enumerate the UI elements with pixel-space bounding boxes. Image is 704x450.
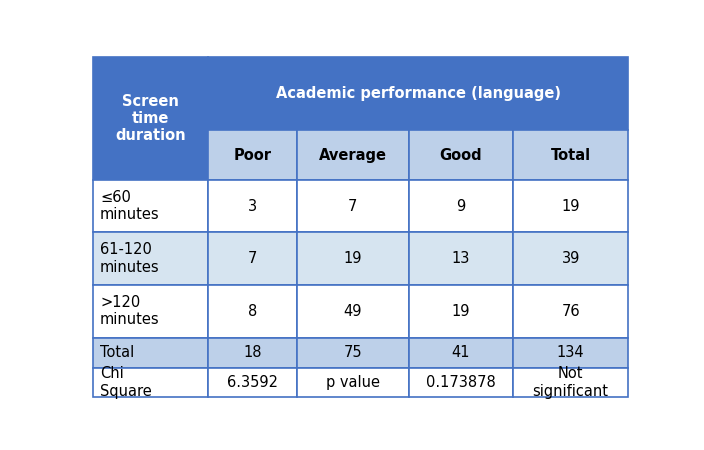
Text: 18: 18 — [244, 346, 262, 360]
Bar — [94, 58, 208, 180]
Text: 6.3592: 6.3592 — [227, 375, 278, 390]
Bar — [409, 232, 513, 285]
Text: 8: 8 — [248, 304, 257, 319]
Bar — [208, 368, 296, 397]
Text: 39: 39 — [562, 251, 580, 266]
Bar — [409, 285, 513, 338]
Bar — [208, 180, 296, 232]
Text: 7: 7 — [248, 251, 257, 266]
Bar — [94, 338, 208, 368]
Text: Not
significant: Not significant — [533, 366, 609, 399]
Text: p value: p value — [326, 375, 379, 390]
Bar — [296, 180, 409, 232]
Text: 41: 41 — [452, 346, 470, 360]
Text: 13: 13 — [452, 251, 470, 266]
Bar — [513, 338, 628, 368]
Bar — [208, 58, 628, 130]
Bar — [208, 232, 296, 285]
Text: Academic performance (language): Academic performance (language) — [276, 86, 561, 101]
Text: 19: 19 — [344, 251, 362, 266]
Text: Poor: Poor — [234, 148, 272, 162]
Bar — [513, 232, 628, 285]
Text: 49: 49 — [344, 304, 362, 319]
Text: 61-120
minutes: 61-120 minutes — [100, 243, 160, 275]
Bar — [296, 130, 409, 180]
Text: 9: 9 — [456, 198, 465, 214]
Bar — [409, 338, 513, 368]
Bar — [94, 180, 208, 232]
Text: Total: Total — [100, 346, 134, 360]
Bar — [513, 368, 628, 397]
Bar — [94, 232, 208, 285]
Text: ≤60
minutes: ≤60 minutes — [100, 190, 160, 222]
Text: 19: 19 — [561, 198, 580, 214]
Bar — [409, 180, 513, 232]
Bar — [296, 338, 409, 368]
Bar — [296, 232, 409, 285]
Text: 19: 19 — [452, 304, 470, 319]
Bar — [296, 368, 409, 397]
Text: 75: 75 — [344, 346, 362, 360]
Bar — [94, 285, 208, 338]
Text: 0.173878: 0.173878 — [426, 375, 496, 390]
Bar — [208, 285, 296, 338]
Text: Chi
Square: Chi Square — [100, 366, 152, 399]
Text: 134: 134 — [557, 346, 584, 360]
Bar — [513, 130, 628, 180]
Text: 3: 3 — [248, 198, 257, 214]
Text: Average: Average — [319, 148, 386, 162]
Bar — [513, 180, 628, 232]
Text: >120
minutes: >120 minutes — [100, 295, 160, 328]
Text: Total: Total — [551, 148, 591, 162]
Text: 7: 7 — [348, 198, 358, 214]
Bar — [296, 285, 409, 338]
Bar — [94, 368, 208, 397]
Bar — [409, 130, 513, 180]
Text: Screen
time
duration: Screen time duration — [115, 94, 187, 144]
Bar — [513, 285, 628, 338]
Bar — [208, 338, 296, 368]
Text: 76: 76 — [561, 304, 580, 319]
Text: Good: Good — [440, 148, 482, 162]
Bar — [208, 130, 296, 180]
Bar — [409, 368, 513, 397]
